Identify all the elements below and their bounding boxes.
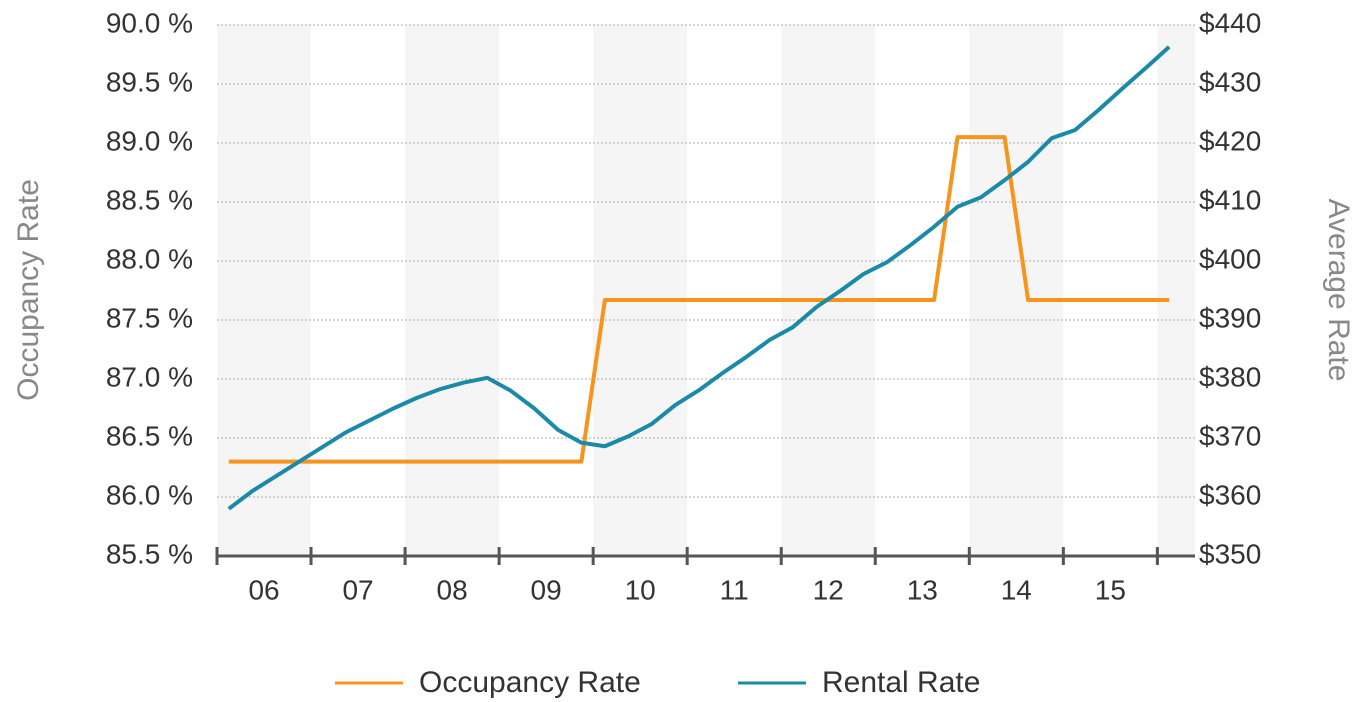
y-tick-label: 88.5 % [106, 184, 193, 215]
band [969, 25, 1064, 556]
y2-tick-label: $400 [1199, 243, 1261, 274]
y2-tick-label: $370 [1199, 420, 1261, 451]
band [781, 25, 876, 556]
y2-tick-label: $410 [1199, 184, 1261, 215]
y-tick-label: 88.0 % [106, 243, 193, 274]
band [217, 25, 312, 556]
x-tick-label: 10 [625, 574, 656, 605]
y2-tick-label: $350 [1199, 538, 1261, 569]
x-tick-label: 11 [720, 574, 749, 605]
x-tick-label: 13 [907, 574, 938, 605]
y2-tick-label: $380 [1199, 361, 1261, 392]
x-tick-label: 14 [1001, 574, 1032, 605]
y2-tick-label: $420 [1199, 125, 1261, 156]
x-tick-label: 15 [1095, 574, 1126, 605]
y2-tick-label: $360 [1199, 479, 1261, 510]
x-tick-label: 09 [531, 574, 562, 605]
x-tick-label: 08 [437, 574, 468, 605]
y-tick-label: 89.5 % [106, 66, 193, 97]
series-line [227, 45, 1171, 511]
band [405, 25, 500, 556]
y2-tick-label: $390 [1199, 302, 1261, 333]
y-tick-label: 89.0 % [106, 125, 193, 156]
y2-axis-title: Average Rate [1322, 199, 1355, 382]
y-tick-label: 87.5 % [106, 302, 193, 333]
x-tick-label: 07 [342, 574, 373, 605]
band [593, 25, 688, 556]
x-tick-label: 06 [248, 574, 279, 605]
y2-tick-label: $440 [1199, 7, 1261, 38]
legend-label: Rental Rate [822, 666, 980, 699]
x-tick-label: 12 [813, 574, 844, 605]
band [1157, 25, 1195, 556]
y-axis-title: Occupancy Rate [12, 179, 45, 401]
y-tick-label: 86.0 % [106, 479, 193, 510]
y2-tick-label: $430 [1199, 66, 1261, 97]
series-line [228, 135, 1170, 464]
y-tick-label: 90.0 % [106, 7, 193, 38]
y-tick-label: 86.5 % [106, 420, 193, 451]
legend-label: Occupancy Rate [419, 666, 641, 699]
y-tick-label: 87.0 % [106, 361, 193, 392]
y-tick-label: 85.5 % [106, 538, 193, 569]
